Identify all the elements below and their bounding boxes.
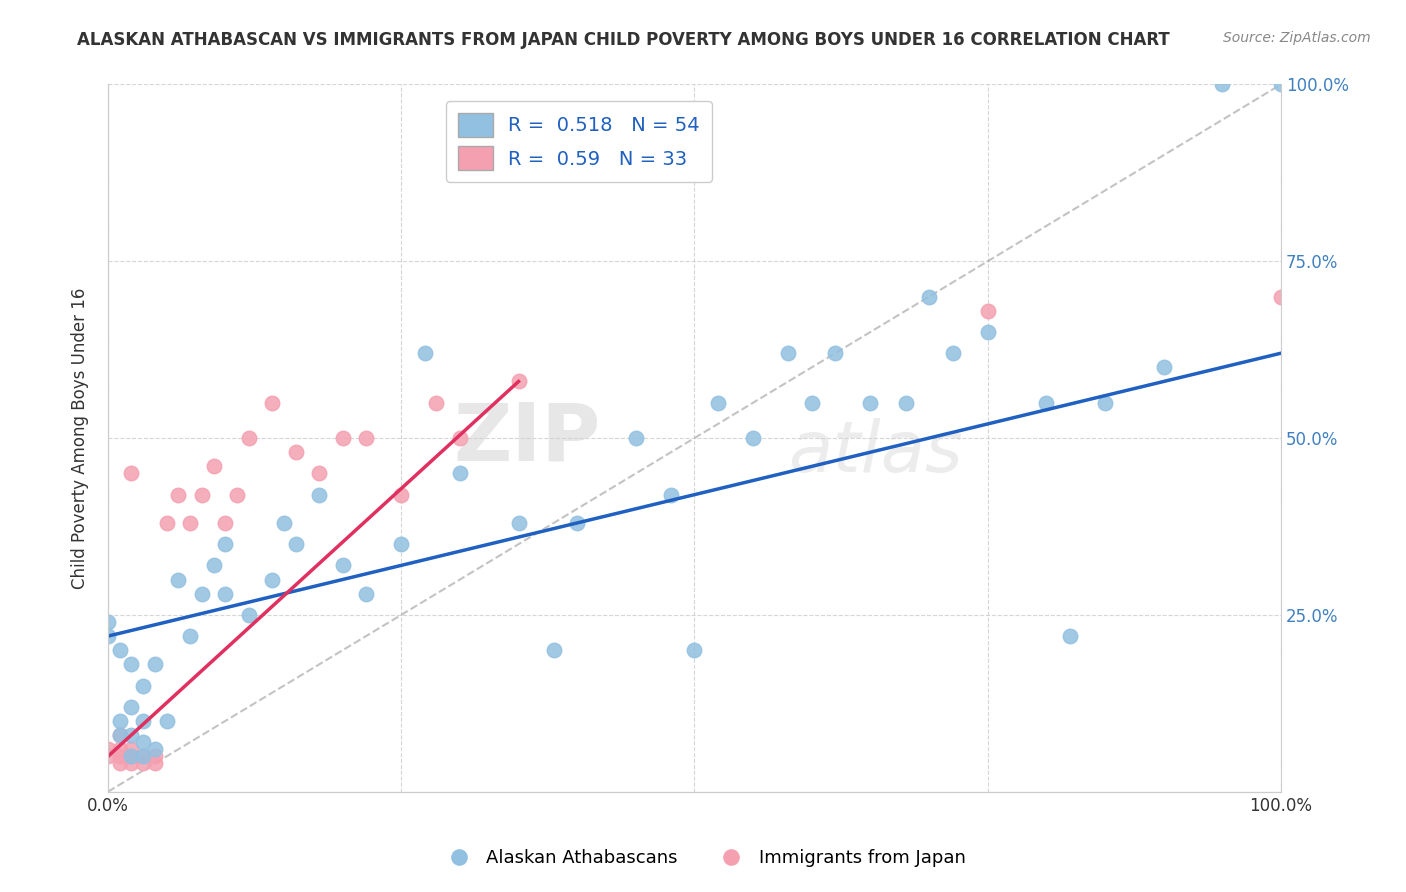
Point xyxy=(120,742,142,756)
Point xyxy=(202,558,225,573)
Point xyxy=(742,431,765,445)
Point xyxy=(143,756,166,771)
Point xyxy=(108,643,131,657)
Point xyxy=(108,742,131,756)
Point xyxy=(859,395,882,409)
Point xyxy=(108,714,131,728)
Point xyxy=(389,488,412,502)
Point xyxy=(167,573,190,587)
Point xyxy=(120,749,142,764)
Point xyxy=(941,346,963,360)
Text: ZIP: ZIP xyxy=(453,399,600,477)
Point xyxy=(332,431,354,445)
Point xyxy=(120,657,142,672)
Point xyxy=(179,516,201,530)
Point xyxy=(332,558,354,573)
Point xyxy=(214,516,236,530)
Point xyxy=(120,756,142,771)
Point xyxy=(238,607,260,622)
Point xyxy=(108,756,131,771)
Point xyxy=(624,431,647,445)
Point xyxy=(800,395,823,409)
Point xyxy=(226,488,249,502)
Legend: R =  0.518   N = 54, R =  0.59   N = 33: R = 0.518 N = 54, R = 0.59 N = 33 xyxy=(446,101,711,182)
Point xyxy=(202,459,225,474)
Point xyxy=(132,735,155,749)
Point xyxy=(659,488,682,502)
Legend: Alaskan Athabascans, Immigrants from Japan: Alaskan Athabascans, Immigrants from Jap… xyxy=(433,842,973,874)
Point xyxy=(132,756,155,771)
Point xyxy=(977,325,1000,339)
Point xyxy=(120,699,142,714)
Point xyxy=(214,587,236,601)
Point xyxy=(97,749,120,764)
Point xyxy=(707,395,730,409)
Y-axis label: Child Poverty Among Boys Under 16: Child Poverty Among Boys Under 16 xyxy=(72,287,89,589)
Point xyxy=(284,537,307,551)
Point xyxy=(120,467,142,481)
Point xyxy=(894,395,917,409)
Point xyxy=(308,488,330,502)
Point xyxy=(167,488,190,502)
Point xyxy=(1059,629,1081,643)
Point xyxy=(143,742,166,756)
Point xyxy=(543,643,565,657)
Point xyxy=(108,728,131,742)
Point xyxy=(284,445,307,459)
Point xyxy=(108,749,131,764)
Point xyxy=(683,643,706,657)
Point xyxy=(120,728,142,742)
Point xyxy=(120,749,142,764)
Point xyxy=(262,573,284,587)
Point xyxy=(1094,395,1116,409)
Point xyxy=(191,587,214,601)
Point xyxy=(273,516,295,530)
Point xyxy=(449,467,471,481)
Point xyxy=(824,346,846,360)
Point xyxy=(97,615,120,629)
Text: atlas: atlas xyxy=(789,417,963,487)
Point xyxy=(179,629,201,643)
Point xyxy=(214,537,236,551)
Point xyxy=(354,587,377,601)
Point xyxy=(132,749,155,764)
Point xyxy=(1211,78,1233,92)
Point xyxy=(108,728,131,742)
Point xyxy=(97,742,120,756)
Point xyxy=(308,467,330,481)
Point xyxy=(143,657,166,672)
Point xyxy=(413,346,436,360)
Point xyxy=(567,516,589,530)
Point xyxy=(191,488,214,502)
Point xyxy=(156,516,179,530)
Point xyxy=(778,346,800,360)
Text: Source: ZipAtlas.com: Source: ZipAtlas.com xyxy=(1223,31,1371,45)
Point xyxy=(143,749,166,764)
Point xyxy=(262,395,284,409)
Point xyxy=(97,629,120,643)
Point xyxy=(156,714,179,728)
Point xyxy=(1270,78,1292,92)
Point xyxy=(1270,290,1292,304)
Text: ALASKAN ATHABASCAN VS IMMIGRANTS FROM JAPAN CHILD POVERTY AMONG BOYS UNDER 16 CO: ALASKAN ATHABASCAN VS IMMIGRANTS FROM JA… xyxy=(77,31,1170,49)
Point xyxy=(508,375,530,389)
Point xyxy=(977,303,1000,318)
Point xyxy=(1035,395,1057,409)
Point xyxy=(132,714,155,728)
Point xyxy=(354,431,377,445)
Point xyxy=(132,679,155,693)
Point xyxy=(425,395,447,409)
Point xyxy=(449,431,471,445)
Point xyxy=(1153,360,1175,375)
Point xyxy=(132,749,155,764)
Point xyxy=(238,431,260,445)
Point xyxy=(389,537,412,551)
Point xyxy=(918,290,941,304)
Point xyxy=(508,516,530,530)
